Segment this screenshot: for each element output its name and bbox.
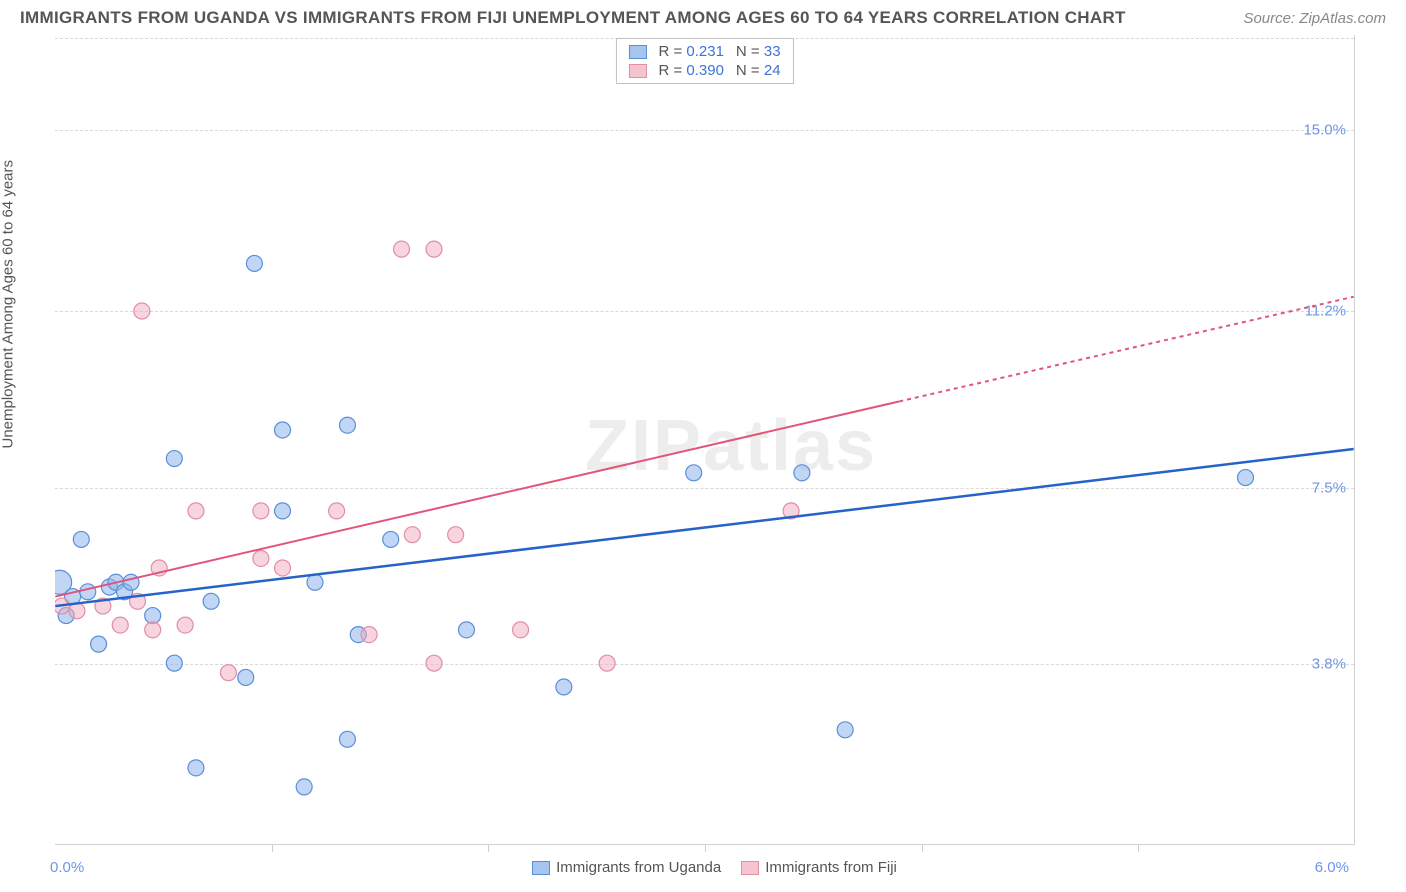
data-point xyxy=(556,679,572,695)
data-point xyxy=(80,584,96,600)
regression-line xyxy=(55,401,899,596)
data-point xyxy=(166,451,182,467)
data-point xyxy=(134,303,150,319)
scatter-plot xyxy=(55,35,1354,844)
legend-swatch xyxy=(741,861,759,875)
data-point xyxy=(73,531,89,547)
stat-r-value: 0.231 xyxy=(686,43,724,60)
data-point xyxy=(686,465,702,481)
regression-line xyxy=(55,449,1353,606)
data-point xyxy=(203,593,219,609)
legend-label: Immigrants from Fiji xyxy=(765,859,897,876)
regression-line-extrapolated xyxy=(899,297,1353,402)
data-point xyxy=(145,622,161,638)
data-point xyxy=(275,422,291,438)
legend-row: R = 0.390 N = 24 xyxy=(622,61,786,80)
x-tick xyxy=(488,844,489,852)
data-point xyxy=(426,241,442,257)
data-point xyxy=(599,655,615,671)
legend-item: Immigrants from Uganda xyxy=(512,859,721,876)
x-tick xyxy=(272,844,273,852)
x-axis-label: 6.0% xyxy=(1315,859,1349,876)
data-point xyxy=(238,669,254,685)
data-point xyxy=(296,779,312,795)
data-point xyxy=(246,255,262,271)
data-point xyxy=(307,574,323,590)
data-point xyxy=(426,655,442,671)
y-axis-label: Unemployment Among Ages 60 to 64 years xyxy=(0,160,17,449)
legend-row: R = 0.231 N = 33 xyxy=(622,42,786,61)
data-point xyxy=(1238,470,1254,486)
data-point xyxy=(404,527,420,543)
chart-plot-area: ZIPatlas R = 0.231N = 33R = 0.390N = 24 … xyxy=(55,35,1355,845)
stat-n-label: N = xyxy=(736,62,764,79)
data-point xyxy=(275,560,291,576)
data-point xyxy=(837,722,853,738)
data-point xyxy=(91,636,107,652)
legend-swatch xyxy=(628,64,646,78)
data-point xyxy=(112,617,128,633)
data-point xyxy=(448,527,464,543)
data-point xyxy=(458,622,474,638)
stat-n-value: 33 xyxy=(764,43,781,60)
data-point xyxy=(177,617,193,633)
data-point xyxy=(188,503,204,519)
data-point xyxy=(394,241,410,257)
data-point xyxy=(145,608,161,624)
x-tick xyxy=(705,844,706,852)
legend-swatch xyxy=(628,45,646,59)
chart-title: IMMIGRANTS FROM UGANDA VS IMMIGRANTS FRO… xyxy=(20,8,1126,28)
series-legend: Immigrants from Uganda Immigrants from Fi… xyxy=(55,859,1354,876)
stat-r-label: R = xyxy=(658,43,686,60)
legend-item: Immigrants from Fiji xyxy=(721,859,897,876)
data-point xyxy=(513,622,529,638)
stat-n-label: N = xyxy=(736,43,764,60)
correlation-legend: R = 0.231 N = 33 R = 0.390 N = 24 xyxy=(615,38,793,84)
data-point xyxy=(275,503,291,519)
x-tick xyxy=(922,844,923,852)
stat-r-label: R = xyxy=(658,62,686,79)
data-point xyxy=(794,465,810,481)
stat-n-value: 24 xyxy=(764,62,781,79)
data-point xyxy=(123,574,139,590)
x-tick xyxy=(1138,844,1139,852)
data-point xyxy=(329,503,345,519)
chart-source: Source: ZipAtlas.com xyxy=(1243,10,1386,27)
stat-r-value: 0.390 xyxy=(686,62,724,79)
x-axis-label: 0.0% xyxy=(50,859,84,876)
data-point xyxy=(253,503,269,519)
data-point xyxy=(253,550,269,566)
data-point xyxy=(361,627,377,643)
data-point xyxy=(188,760,204,776)
legend-swatch xyxy=(532,861,550,875)
data-point xyxy=(383,531,399,547)
legend-label: Immigrants from Uganda xyxy=(556,859,721,876)
data-point xyxy=(220,665,236,681)
data-point xyxy=(339,417,355,433)
data-point xyxy=(166,655,182,671)
data-point xyxy=(339,731,355,747)
